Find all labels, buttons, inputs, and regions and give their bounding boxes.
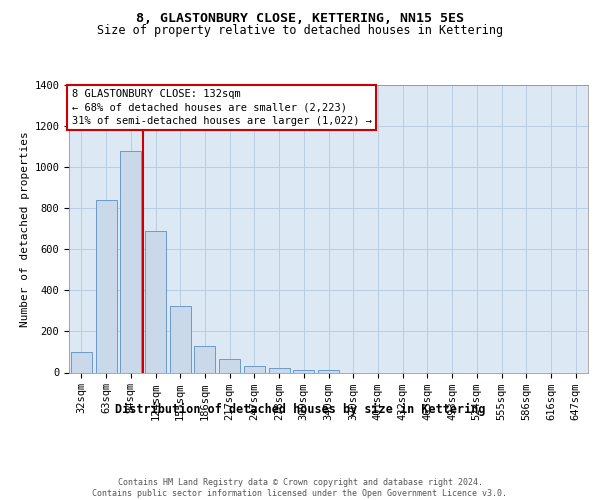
Text: Contains HM Land Registry data © Crown copyright and database right 2024.
Contai: Contains HM Land Registry data © Crown c… [92, 478, 508, 498]
Bar [120, 150, 141, 372]
Text: 8, GLASTONBURY CLOSE, KETTERING, NN15 5ES: 8, GLASTONBURY CLOSE, KETTERING, NN15 5E… [136, 12, 464, 26]
Bar [244, 366, 265, 372]
Bar [219, 358, 240, 372]
Bar [293, 370, 314, 372]
Bar [194, 346, 215, 372]
Bar [95, 200, 116, 372]
Bar [318, 370, 339, 372]
Bar [145, 231, 166, 372]
Text: Distribution of detached houses by size in Kettering: Distribution of detached houses by size … [115, 402, 485, 415]
Y-axis label: Number of detached properties: Number of detached properties [20, 131, 30, 326]
Bar [269, 368, 290, 372]
Text: 8 GLASTONBURY CLOSE: 132sqm
← 68% of detached houses are smaller (2,223)
31% of : 8 GLASTONBURY CLOSE: 132sqm ← 68% of det… [71, 90, 371, 126]
Bar [71, 352, 92, 372]
Text: Size of property relative to detached houses in Kettering: Size of property relative to detached ho… [97, 24, 503, 37]
Bar [170, 306, 191, 372]
